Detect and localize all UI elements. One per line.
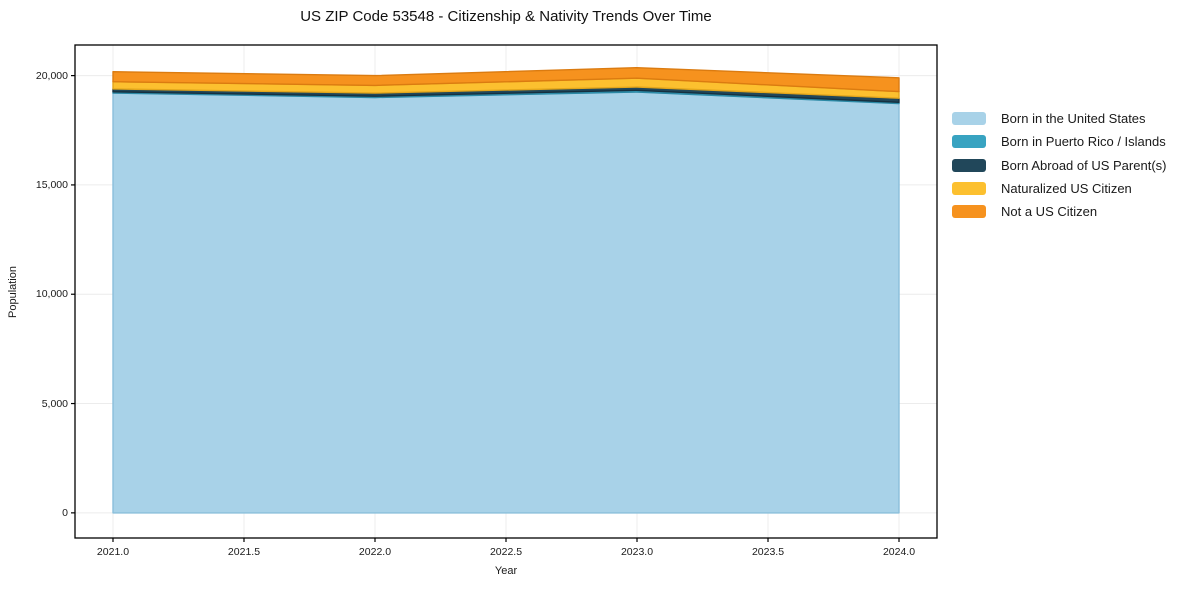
legend-label: Naturalized US Citizen	[1001, 181, 1132, 197]
y-tick-label: 5,000	[41, 397, 68, 410]
area-not-a-us-citizen	[112, 66, 900, 93]
legend-item-naturalized-us-citizen: Naturalized US Citizen	[952, 177, 1166, 200]
x-tick-label: 2021.0	[96, 546, 130, 558]
plot-frame	[74, 44, 938, 539]
x-tick-label: 2024.0	[882, 546, 916, 558]
legend-label: Born in the United States	[1001, 111, 1146, 127]
legend-swatch-icon	[952, 135, 986, 149]
legend-item-born-in-puerto-rico-islands: Born in Puerto Rico / Islands	[952, 130, 1166, 153]
legend-swatch-icon	[952, 112, 986, 126]
x-tick-label: 2023.5	[751, 546, 785, 558]
y-axis-label: Population	[7, 266, 19, 318]
legend-label: Born Abroad of US Parent(s)	[1001, 157, 1167, 173]
y-tick-label: 10,000	[35, 288, 68, 301]
x-axis-label: Year	[494, 565, 518, 577]
legend-item-born-in-the-united-states: Born in the United States	[952, 107, 1166, 130]
legend-swatch-icon	[952, 182, 986, 196]
legend: Born in the United States Born in Puerto …	[952, 107, 1166, 223]
legend-swatch-icon	[952, 205, 986, 219]
x-tick-label: 2023.0	[620, 546, 654, 558]
legend-item-not-a-us-citizen: Not a US Citizen	[952, 200, 1166, 223]
x-tick-label: 2022.0	[358, 546, 392, 558]
area-born-in-the-united-states	[112, 91, 900, 514]
legend-label: Born in Puerto Rico / Islands	[1001, 134, 1166, 150]
y-tick-label: 15,000	[35, 178, 68, 191]
legend-swatch-icon	[952, 158, 986, 172]
legend-item-born-abroad-of-us-parent-s: Born Abroad of US Parent(s)	[952, 154, 1166, 177]
y-tick-label: 20,000	[35, 69, 68, 82]
y-tick-label: 0	[62, 506, 68, 519]
chart-title: US ZIP Code 53548 - Citizenship & Nativi…	[300, 8, 712, 25]
x-tick-label: 2021.5	[227, 546, 261, 558]
legend-label: Not a US Citizen	[1001, 204, 1098, 220]
x-tick-label: 2022.5	[489, 546, 523, 558]
